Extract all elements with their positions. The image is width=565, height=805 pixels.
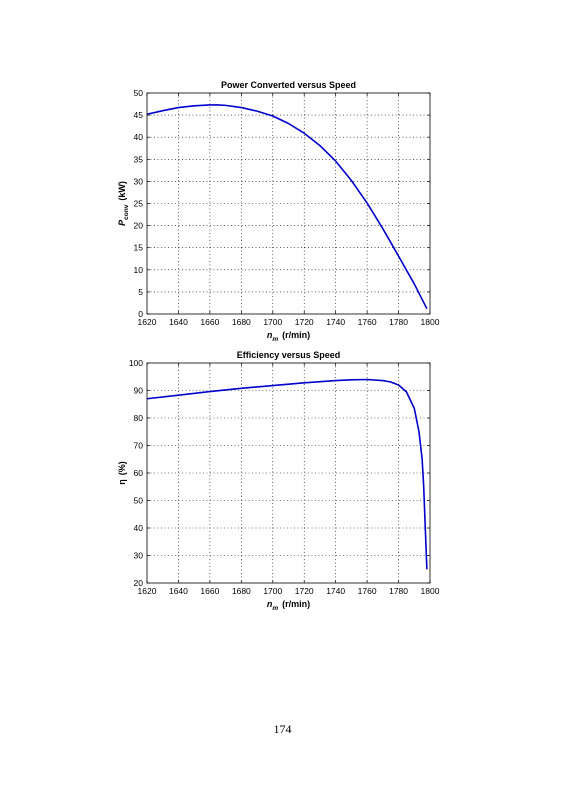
y-tick-label: 40 xyxy=(134,132,144,142)
y-tick-label: 15 xyxy=(134,243,144,253)
x-tick-label: 1620 xyxy=(138,586,157,596)
x-axis-label: nm (r/min) xyxy=(267,330,310,343)
y-tick-label: 50 xyxy=(134,496,144,506)
y-tick-label: 30 xyxy=(134,176,144,186)
y-tick-label: 20 xyxy=(134,221,144,231)
x-tick-label: 1780 xyxy=(389,586,408,596)
y-axis-label: η(%) xyxy=(117,461,127,485)
x-tick-label: 1660 xyxy=(200,317,219,327)
y-tick-label: 90 xyxy=(134,386,144,396)
plot-area xyxy=(147,363,430,583)
y-axis-label: Pconv(kW) xyxy=(117,181,130,226)
power-converted-chart: 1620 1640 1660 1680 1700 1720 1740 1760 1780 1800… xyxy=(117,80,440,343)
x-tick-label: 1700 xyxy=(263,317,282,327)
x-tick-label: 1680 xyxy=(232,317,251,327)
efficiency-chart: 1620 1640 1660 1680 1700 1720 1740 1760 1780 1800… xyxy=(117,350,440,612)
y-tick-label: 5 xyxy=(138,287,143,297)
y-tick-label: 50 xyxy=(134,88,144,98)
y-tick-label: 10 xyxy=(134,265,144,275)
x-tick-label: 1700 xyxy=(263,586,282,596)
x-axis-label: nm (r/min) xyxy=(267,599,310,612)
x-tick-label: 1800 xyxy=(421,317,440,327)
page-number: 174 xyxy=(273,722,292,736)
x-tick-label: 1640 xyxy=(169,586,188,596)
plot-area xyxy=(147,93,430,314)
x-tick-label: 1620 xyxy=(138,317,157,327)
x-tick-label: 1760 xyxy=(358,586,377,596)
x-tick-label: 1800 xyxy=(421,586,440,596)
y-tick-label: 40 xyxy=(134,523,144,533)
y-tick-label: 45 xyxy=(134,110,144,120)
chart-title: Power Converted versus Speed xyxy=(221,80,356,90)
x-tick-label: 1720 xyxy=(295,317,314,327)
y-tick-label: 25 xyxy=(134,199,144,209)
y-tick-label: 100 xyxy=(129,358,143,368)
chart-title: Efficiency versus Speed xyxy=(237,350,341,360)
y-tick-label: 0 xyxy=(138,309,143,319)
y-tick-label: 35 xyxy=(134,154,144,164)
y-tick-label: 30 xyxy=(134,551,144,561)
x-tick-label: 1680 xyxy=(232,586,251,596)
x-tick-label: 1780 xyxy=(389,317,408,327)
x-tick-label: 1740 xyxy=(326,586,345,596)
series-line xyxy=(146,378,428,570)
x-tick-label: 1660 xyxy=(200,586,219,596)
y-tick-label: 80 xyxy=(134,413,144,423)
x-tick-label: 1720 xyxy=(295,586,314,596)
series-line xyxy=(146,104,428,310)
x-tick-label: 1740 xyxy=(326,317,345,327)
x-tick-label: 1640 xyxy=(169,317,188,327)
y-tick-label: 70 xyxy=(134,441,144,451)
y-tick-label: 20 xyxy=(134,578,144,588)
y-tick-label: 60 xyxy=(134,468,144,478)
x-tick-label: 1760 xyxy=(358,317,377,327)
